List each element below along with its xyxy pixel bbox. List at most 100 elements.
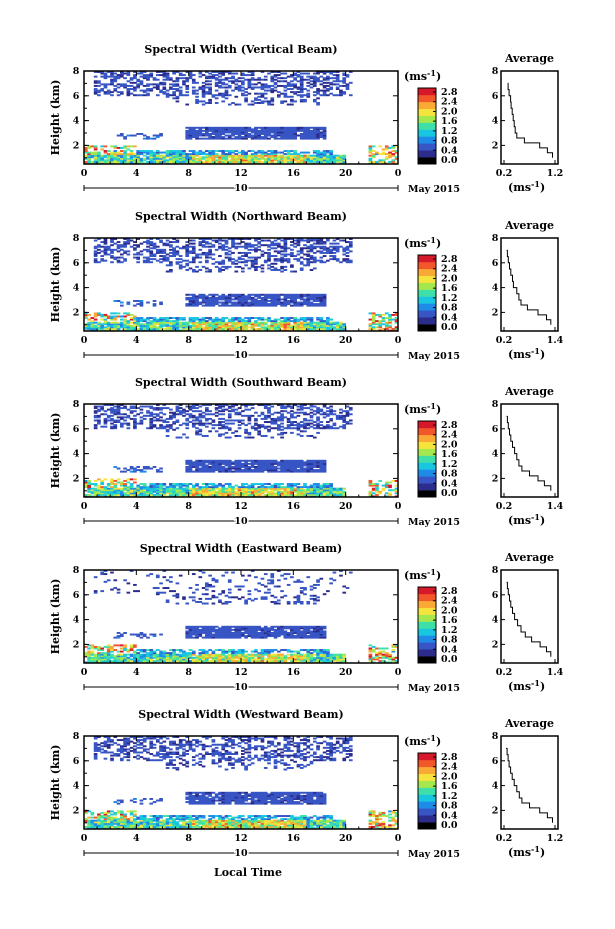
heatmap-cell	[221, 131, 226, 134]
heatmap-cell	[159, 467, 163, 470]
x-tick-label: 0	[395, 168, 402, 179]
heatmap-cell	[93, 75, 98, 78]
heatmap-cell	[312, 256, 317, 259]
heatmap-cell	[221, 324, 226, 327]
heatmap-cell	[119, 422, 124, 425]
heatmap-cell	[348, 71, 353, 73]
heatmap-cell	[267, 461, 271, 464]
heatmap-cell	[93, 479, 98, 482]
heatmap-cell	[286, 150, 291, 152]
heatmap-cell	[283, 77, 288, 80]
heatmap-cell	[293, 321, 297, 324]
heatmap-cell	[303, 492, 307, 495]
heatmap-cell	[247, 301, 252, 304]
heatmap-cell	[237, 131, 242, 134]
heatmap-cell	[263, 160, 268, 163]
heatmap-cell	[191, 303, 196, 306]
heatmap-cell	[211, 133, 216, 135]
heatmap-cell	[241, 327, 245, 330]
heatmap-cell	[221, 150, 226, 152]
heatmap-cell	[188, 156, 193, 159]
heatmap-cell	[221, 410, 226, 413]
heatmap-cell	[172, 255, 176, 257]
heatmap-cell	[103, 253, 108, 256]
heatmap-cell	[100, 486, 105, 489]
heatmap-cell	[241, 77, 245, 80]
heatmap-cell	[169, 77, 173, 80]
heatmap-cell	[312, 239, 317, 242]
heatmap-cell	[299, 261, 304, 264]
heatmap-cell	[247, 462, 252, 465]
heatmap-cell	[299, 248, 304, 251]
heatmap-cell	[172, 84, 176, 87]
heatmap-cell	[172, 490, 176, 493]
heatmap-cell	[299, 421, 304, 423]
heatmap-cell	[224, 404, 229, 406]
heatmap-cell	[211, 464, 216, 467]
heatmap-cell	[270, 242, 275, 245]
heatmap-cell	[296, 253, 301, 256]
heatmap-cell	[339, 80, 343, 83]
heatmap-cell	[149, 75, 154, 78]
heatmap-cell	[191, 327, 196, 330]
heatmap-cell	[201, 404, 206, 406]
heatmap-cell	[299, 154, 304, 157]
heatmap-cell	[155, 88, 160, 90]
heatmap-cell	[224, 317, 229, 319]
heatmap-cell	[133, 407, 137, 410]
heatmap-cell	[139, 250, 144, 253]
heatmap-cell	[254, 422, 258, 425]
heatmap-cell	[100, 145, 105, 148]
heatmap-cell	[322, 81, 327, 84]
heatmap-cell	[231, 404, 235, 406]
heatmap-cell	[273, 295, 278, 298]
heatmap-cell	[303, 321, 307, 324]
heatmap-cell	[182, 74, 186, 77]
heatmap-cell	[119, 404, 124, 406]
heatmap-cell	[280, 137, 284, 140]
heatmap-cell	[260, 298, 265, 301]
heatmap-cell	[303, 484, 307, 487]
heatmap-cell	[231, 324, 235, 327]
heatmap-cell	[293, 323, 297, 326]
heatmap-cell	[123, 407, 127, 410]
heatmap-cell	[241, 414, 245, 417]
heatmap-cell	[231, 251, 235, 254]
heatmap-cell	[332, 80, 337, 83]
heatmap-cell	[100, 481, 105, 484]
heatmap-cell	[221, 72, 226, 75]
heatmap-cell	[267, 129, 271, 132]
heatmap-cell	[218, 483, 222, 485]
heatmap-cell	[303, 303, 307, 306]
heatmap-cell	[149, 414, 154, 417]
heatmap-cell	[214, 323, 219, 326]
heatmap-cell	[188, 267, 193, 270]
heatmap-cell	[185, 131, 190, 134]
heatmap-cell	[244, 251, 248, 254]
heatmap-cell	[221, 293, 226, 296]
heatmap-cell	[97, 478, 101, 481]
heatmap-cell	[103, 404, 108, 406]
heatmap-cell	[296, 483, 301, 485]
heatmap-cell	[244, 261, 248, 264]
heatmap-cell	[342, 159, 347, 162]
heatmap-cell	[165, 78, 170, 81]
heatmap-cell	[329, 255, 333, 257]
heatmap-cell	[214, 324, 219, 327]
heatmap-cell	[319, 153, 324, 156]
heatmap-cell	[208, 323, 212, 326]
heatmap-cell	[273, 422, 278, 425]
heatmap-cell	[293, 317, 297, 319]
heatmap-cell	[119, 159, 124, 162]
heatmap-cell	[165, 72, 170, 75]
heatmap-cell	[299, 250, 304, 253]
heatmap-cell	[316, 296, 320, 299]
heatmap-cell	[276, 300, 281, 302]
heatmap-cell	[162, 256, 167, 259]
heatmap-cell	[224, 267, 229, 270]
heatmap-cell	[178, 247, 183, 250]
heatmap-cell	[155, 159, 160, 162]
heatmap-cell	[247, 136, 252, 139]
heatmap-cell	[303, 129, 307, 132]
heatmap-cell	[119, 71, 124, 73]
